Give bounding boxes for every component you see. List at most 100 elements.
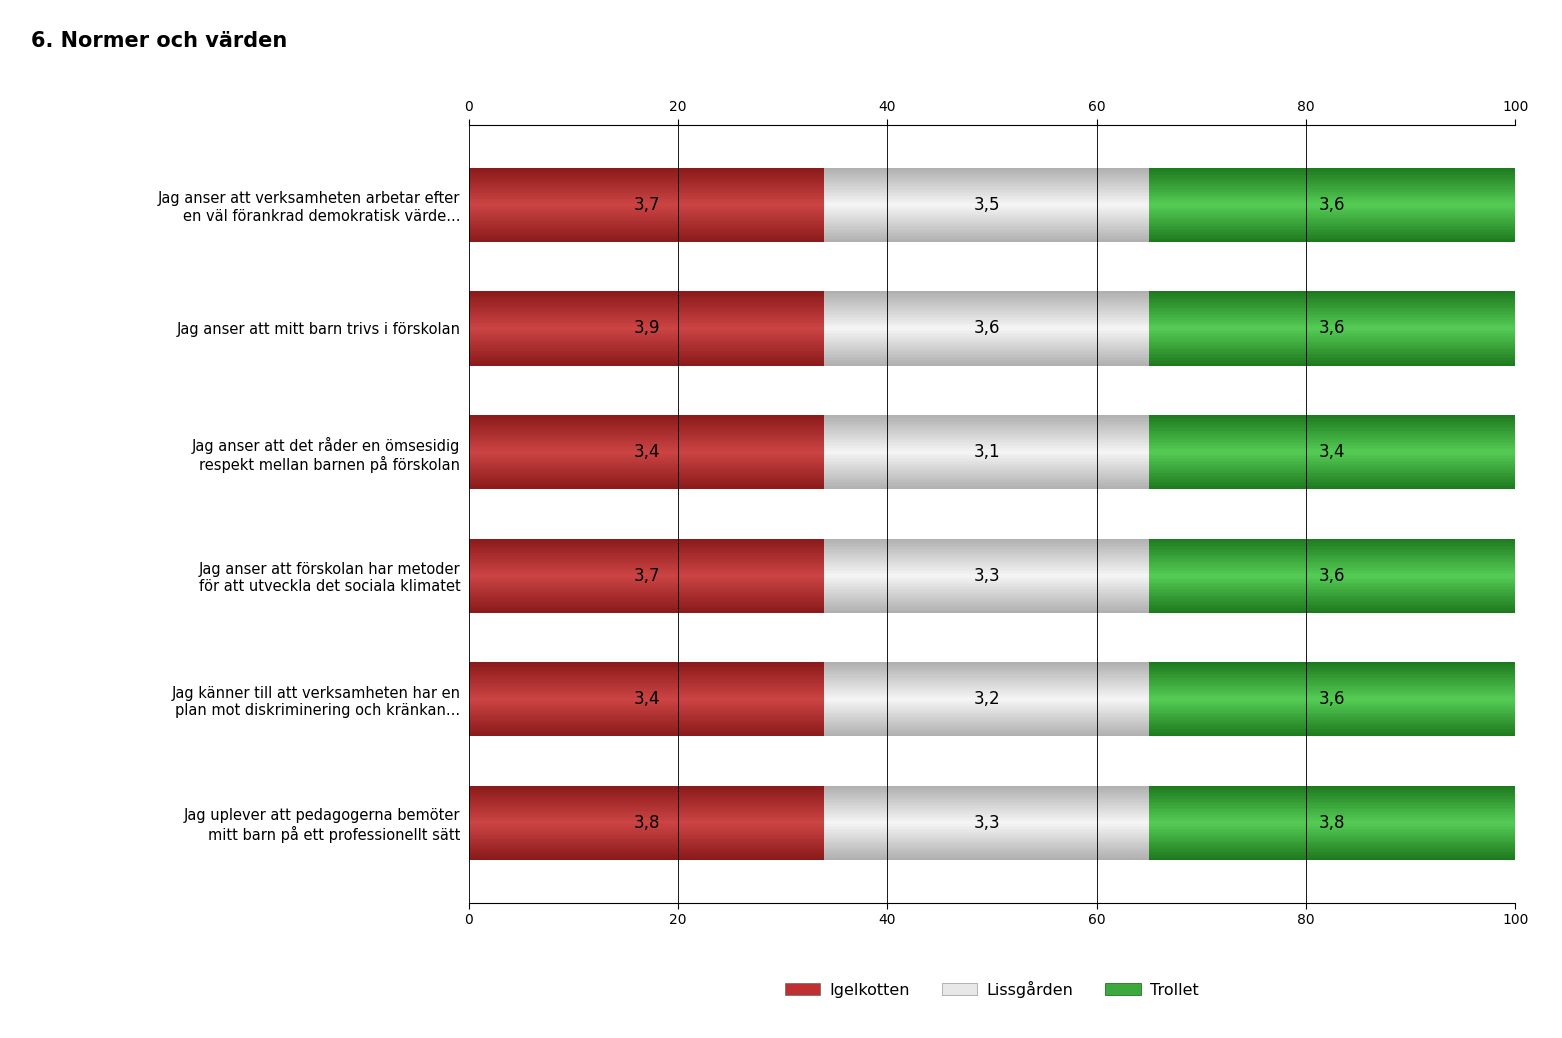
- Bar: [469, 851, 825, 852]
- Bar: [469, 690, 825, 691]
- Bar: [1150, 182, 1515, 183]
- Bar: [469, 223, 825, 224]
- Bar: [825, 213, 1150, 214]
- Bar: [469, 462, 825, 464]
- Bar: [825, 359, 1150, 361]
- Text: 3,4: 3,4: [633, 443, 659, 461]
- Bar: [469, 823, 825, 824]
- Bar: [1150, 444, 1515, 446]
- Bar: [1150, 578, 1515, 580]
- Bar: [1150, 202, 1515, 203]
- Bar: [1150, 820, 1515, 821]
- Bar: [825, 200, 1150, 202]
- Bar: [469, 698, 825, 700]
- Bar: [825, 190, 1150, 192]
- Bar: [825, 556, 1150, 557]
- Bar: [1150, 460, 1515, 461]
- Bar: [469, 845, 825, 846]
- Bar: [1150, 471, 1515, 472]
- Bar: [469, 717, 825, 718]
- Bar: [469, 689, 825, 690]
- Bar: [1150, 217, 1515, 218]
- Bar: [1150, 446, 1515, 447]
- Bar: [469, 449, 825, 450]
- Bar: [469, 439, 825, 440]
- Bar: [1150, 348, 1515, 349]
- Bar: [469, 701, 825, 702]
- Bar: [1150, 733, 1515, 735]
- Text: 6. Normer och värden: 6. Normer och värden: [31, 31, 287, 51]
- Bar: [825, 545, 1150, 546]
- Bar: [1150, 354, 1515, 355]
- Bar: [825, 207, 1150, 208]
- Bar: [469, 443, 825, 444]
- Bar: [469, 714, 825, 715]
- Bar: [825, 681, 1150, 683]
- Bar: [1150, 183, 1515, 184]
- Bar: [1150, 581, 1515, 583]
- Bar: [1150, 458, 1515, 460]
- Bar: [825, 299, 1150, 300]
- Bar: [1150, 694, 1515, 696]
- Bar: [1150, 464, 1515, 465]
- Bar: [469, 352, 825, 354]
- Bar: [469, 220, 825, 221]
- Bar: [469, 691, 825, 693]
- Bar: [469, 700, 825, 701]
- Bar: [469, 666, 825, 668]
- Bar: [469, 211, 825, 213]
- Bar: [825, 415, 1150, 416]
- Bar: [825, 183, 1150, 184]
- Bar: [825, 204, 1150, 207]
- Bar: [469, 858, 825, 859]
- Bar: [469, 172, 825, 173]
- Bar: [1150, 220, 1515, 221]
- Bar: [469, 844, 825, 845]
- Bar: [1150, 324, 1515, 326]
- Bar: [825, 449, 1150, 450]
- Bar: [469, 594, 825, 595]
- Bar: [469, 683, 825, 684]
- Bar: [469, 721, 825, 722]
- Bar: [825, 479, 1150, 481]
- Bar: [825, 787, 1150, 789]
- Bar: [1150, 796, 1515, 797]
- Bar: [825, 292, 1150, 293]
- Bar: [1150, 238, 1515, 239]
- Bar: [825, 676, 1150, 677]
- Bar: [825, 701, 1150, 702]
- Bar: [469, 705, 825, 707]
- Bar: [469, 731, 825, 732]
- Bar: [825, 711, 1150, 712]
- Bar: [469, 607, 825, 608]
- Bar: [1150, 362, 1515, 364]
- Bar: [469, 215, 825, 217]
- Bar: [825, 241, 1150, 242]
- Text: 3,6: 3,6: [1318, 320, 1345, 337]
- Bar: [469, 559, 825, 561]
- Bar: [825, 465, 1150, 467]
- Bar: [825, 327, 1150, 328]
- Text: 3,4: 3,4: [1318, 443, 1345, 461]
- Bar: [1150, 171, 1515, 172]
- Bar: [469, 464, 825, 465]
- Bar: [825, 208, 1150, 210]
- Bar: [1150, 828, 1515, 830]
- Bar: [469, 345, 825, 347]
- Bar: [825, 671, 1150, 673]
- Bar: [825, 841, 1150, 842]
- Bar: [1150, 717, 1515, 718]
- Bar: [1150, 328, 1515, 330]
- Bar: [825, 238, 1150, 239]
- Bar: [469, 543, 825, 545]
- Bar: [1150, 855, 1515, 856]
- Bar: [1150, 336, 1515, 337]
- Bar: [825, 818, 1150, 820]
- Bar: [469, 792, 825, 793]
- Bar: [1150, 604, 1515, 605]
- Bar: [1150, 173, 1515, 175]
- Bar: [469, 331, 825, 333]
- Bar: [469, 297, 825, 299]
- Bar: [469, 200, 825, 202]
- Bar: [825, 426, 1150, 427]
